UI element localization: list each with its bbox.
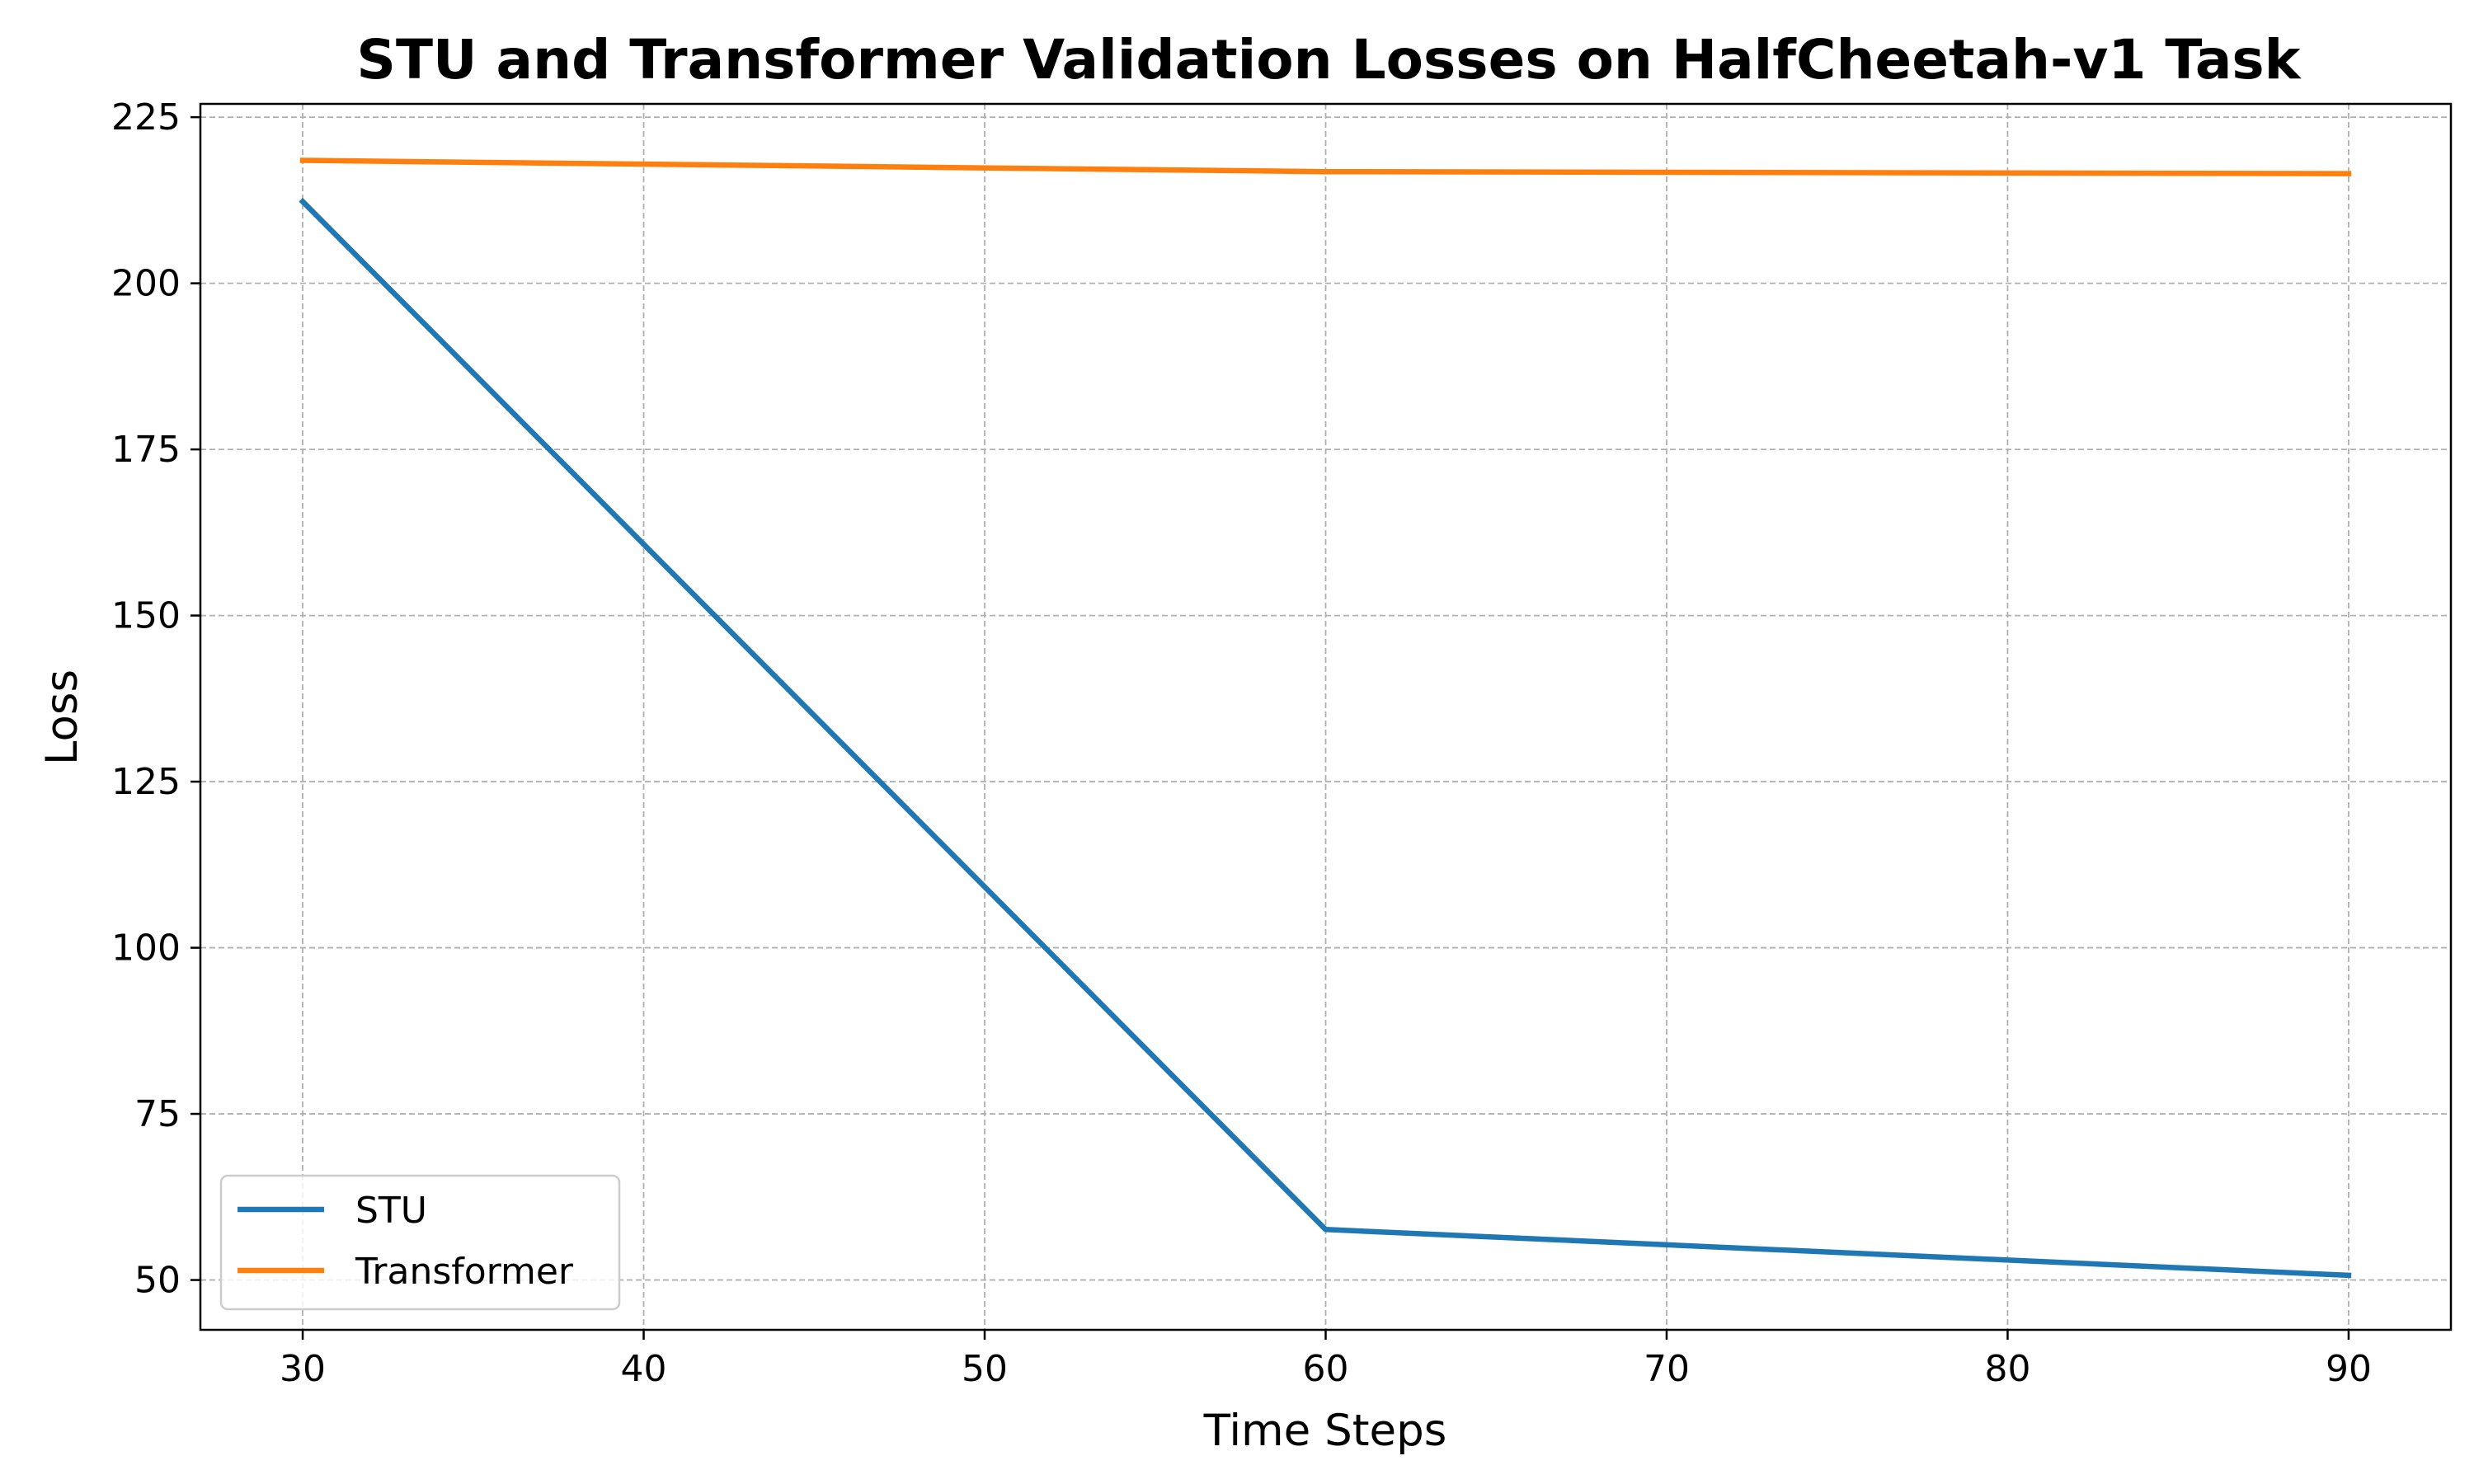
y-tick-label: 150 xyxy=(111,595,181,637)
x-tick-label: 60 xyxy=(1303,1348,1349,1390)
chart-title: STU and Transformer Validation Losses on… xyxy=(356,28,2302,92)
legend-label-transformer: Transformer xyxy=(355,1251,574,1293)
x-tick-label: 80 xyxy=(1984,1348,2030,1390)
y-tick-label: 125 xyxy=(111,761,181,803)
y-tick-label: 200 xyxy=(111,263,181,305)
legend-label-stu: STU xyxy=(355,1190,427,1232)
x-tick-label: 70 xyxy=(1644,1348,1690,1390)
axis-ticks: 30 40 50 60 70 80 90 50 75 100 125 150 175 200 225 xyxy=(111,96,2372,1390)
y-tick-label: 50 xyxy=(134,1260,181,1302)
y-axis-label: Loss xyxy=(37,669,87,765)
x-tick-label: 40 xyxy=(621,1348,667,1390)
grid xyxy=(200,104,2451,1330)
x-tick-label: 50 xyxy=(962,1348,1008,1390)
x-tick-label: 90 xyxy=(2326,1348,2372,1390)
series-line-transformer xyxy=(299,157,2352,176)
y-tick-label: 175 xyxy=(111,429,181,471)
x-tick-label: 30 xyxy=(280,1348,326,1390)
series-lines xyxy=(299,157,2352,1279)
y-tick-label: 100 xyxy=(111,928,181,970)
x-axis-label: Time Steps xyxy=(1203,1406,1447,1456)
legend: STU Transformer xyxy=(219,1174,621,1311)
y-tick-label: 75 xyxy=(134,1093,181,1135)
y-tick-label: 225 xyxy=(111,96,181,139)
series-line-stu xyxy=(299,197,2352,1279)
